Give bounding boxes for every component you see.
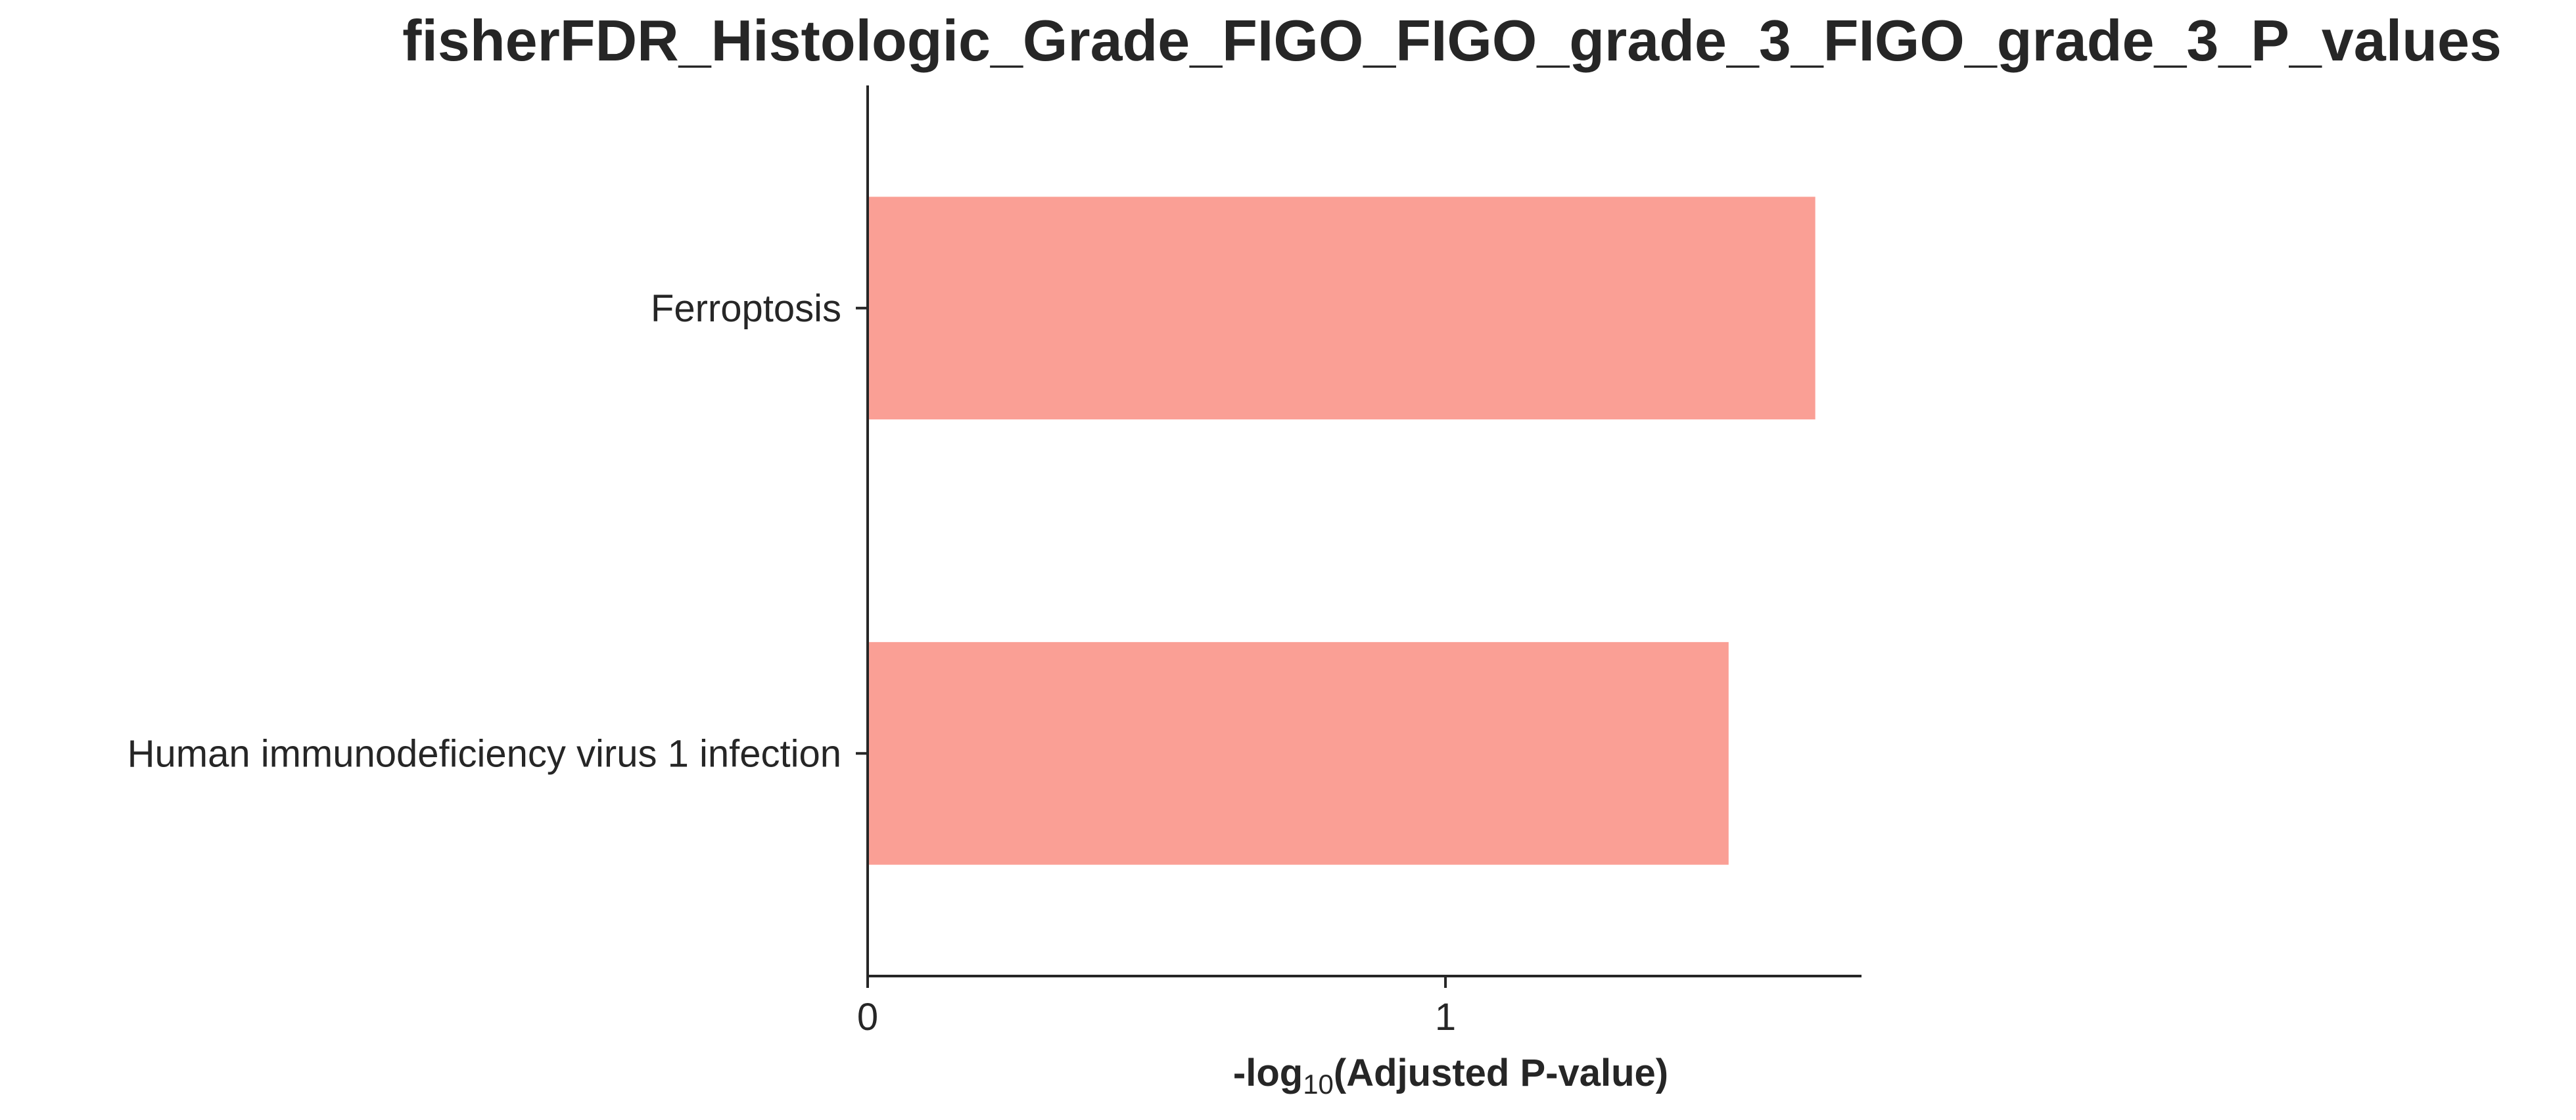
x-axis-label: -log10(Adjusted P-value) bbox=[1233, 1052, 1668, 1100]
labels-layer: Ferroptosis Human immunodeficiency virus … bbox=[128, 287, 1457, 1038]
chart-title: fisherFDR_Histologic_Grade_FIGO_FIGO_gra… bbox=[402, 8, 2502, 73]
x-tick-label: 1 bbox=[1435, 996, 1456, 1038]
x-axis-label-suffix: (Adjusted P-value) bbox=[1334, 1052, 1668, 1094]
bar bbox=[868, 197, 1815, 420]
bar bbox=[868, 642, 1729, 865]
y-tick-label: Human immunodeficiency virus 1 infection bbox=[128, 732, 841, 775]
x-axis-label-subscript: 10 bbox=[1303, 1069, 1334, 1100]
x-axis-label-prefix: -log bbox=[1233, 1052, 1303, 1094]
axes-layer bbox=[856, 85, 1862, 988]
x-tick-label: 0 bbox=[857, 996, 878, 1038]
y-tick-label: Ferroptosis bbox=[651, 287, 841, 330]
bars-layer bbox=[868, 197, 1815, 865]
